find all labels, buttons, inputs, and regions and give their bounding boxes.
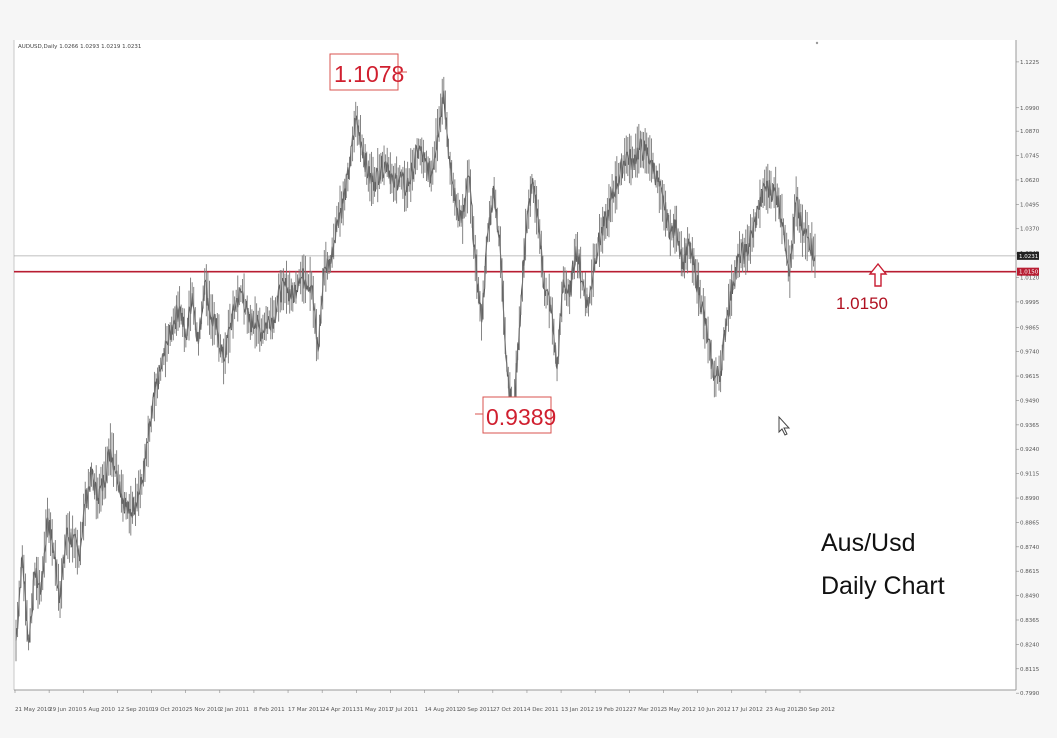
current-price-tag xyxy=(1017,251,1039,260)
mouse-cursor-icon xyxy=(778,415,791,436)
y-tick-label: 0.8365 xyxy=(1020,618,1040,624)
y-tick-label: 0.8115 xyxy=(1020,667,1040,673)
x-tick-label: 5 Aug 2010 xyxy=(83,707,115,713)
x-tick-label: 30 Sep 2012 xyxy=(800,707,835,713)
current-price-label: 1.0231 xyxy=(1019,254,1038,260)
y-tick-label: 0.9490 xyxy=(1020,398,1040,404)
x-tick-label: 2 Jan 2011 xyxy=(220,707,249,713)
x-tick-label: 3 May 2012 xyxy=(663,707,695,713)
y-tick-label: 1.0120 xyxy=(1020,276,1040,282)
y-tick-label: 0.8615 xyxy=(1020,569,1040,575)
x-tick-label: 19 Feb 2012 xyxy=(595,707,629,713)
y-tick-label: 1.0495 xyxy=(1020,202,1040,208)
high-annotation-label: 1.1078 xyxy=(334,61,404,87)
chart-caption-line1: Aus/Usd xyxy=(821,529,915,557)
x-tick-label: 19 Oct 2010 xyxy=(152,707,187,713)
x-tick-label: 10 Jun 2012 xyxy=(698,707,731,713)
x-tick-label: 17 Mar 2011 xyxy=(288,707,323,713)
x-tick-label: 27 Mar 2012 xyxy=(629,707,664,713)
x-tick-label: 31 May 2011 xyxy=(356,707,392,713)
x-tick-label: 8 Feb 2011 xyxy=(254,707,285,713)
high-annotation-box xyxy=(329,53,399,91)
x-tick-label: 29 Jun 2010 xyxy=(49,707,83,713)
y-tick-label: 0.8740 xyxy=(1020,545,1040,551)
level-annotation-label: 1.0150 xyxy=(836,294,888,313)
x-tick-label: 7 Jul 2011 xyxy=(390,707,418,713)
y-tick-label: 1.0870 xyxy=(1020,129,1040,135)
y-tick-label: 0.9240 xyxy=(1020,447,1040,453)
y-tick-label: 0.9740 xyxy=(1020,350,1040,356)
chart-caption-line2: Daily Chart xyxy=(821,572,945,600)
low-annotation-label: 0.9389 xyxy=(486,404,556,430)
y-tick-label: 0.9115 xyxy=(1020,472,1040,478)
x-tick-label: 12 Sep 2010 xyxy=(117,707,152,713)
up-arrow-icon xyxy=(868,262,888,287)
y-tick-label: 0.9365 xyxy=(1020,423,1040,429)
y-tick-label: 0.7990 xyxy=(1020,691,1040,697)
y-tick-label: 1.0620 xyxy=(1020,178,1040,184)
level-price-label: 1.0150 xyxy=(1019,270,1039,276)
x-tick-label: 17 Jul 2012 xyxy=(732,707,763,713)
y-tick-label: 0.8990 xyxy=(1020,496,1040,502)
y-tick-label: 0.8865 xyxy=(1020,520,1040,526)
y-tick-label: 0.8240 xyxy=(1020,642,1040,648)
level-price-tag xyxy=(1017,267,1039,276)
x-tick-label: 14 Aug 2011 xyxy=(425,707,460,713)
y-tick-label: 0.9865 xyxy=(1020,325,1040,331)
y-axis-ticks: 1.1225 1.0990 1.0870 1.0745 1.0620 1.0495 1.03… xyxy=(1016,60,1040,697)
x-tick-label: 20 Sep 2011 xyxy=(459,707,494,713)
screen-artifact-dot xyxy=(815,41,819,45)
x-tick-label: 25 Nov 2010 xyxy=(186,707,222,713)
x-tick-label: 21 May 2010 xyxy=(15,707,51,713)
y-tick-label: 0.8490 xyxy=(1020,594,1040,600)
y-tick-label: 1.0370 xyxy=(1020,227,1040,233)
x-tick-label: 24 Apr 2011 xyxy=(322,707,356,713)
y-tick-label: 1.0745 xyxy=(1020,154,1040,160)
x-tick-label: 4 Dec 2011 xyxy=(527,707,559,713)
y-tick-label: 0.9995 xyxy=(1020,300,1040,306)
chart-header: AUDUSD,Daily 1.0266 1.0293 1.0219 1.0231 xyxy=(18,44,141,50)
x-tick-label: 27 Oct 2011 xyxy=(493,707,527,713)
y-tick-label: 1.0990 xyxy=(1020,106,1040,112)
low-annotation-box xyxy=(482,396,552,434)
y-tick-label: 1.1225 xyxy=(1020,60,1040,66)
y-tick-label: 0.9615 xyxy=(1020,374,1040,380)
price-series xyxy=(15,76,816,662)
x-tick-label: 13 Jan 2012 xyxy=(561,707,594,713)
x-tick-label: 23 Aug 2012 xyxy=(766,707,801,713)
